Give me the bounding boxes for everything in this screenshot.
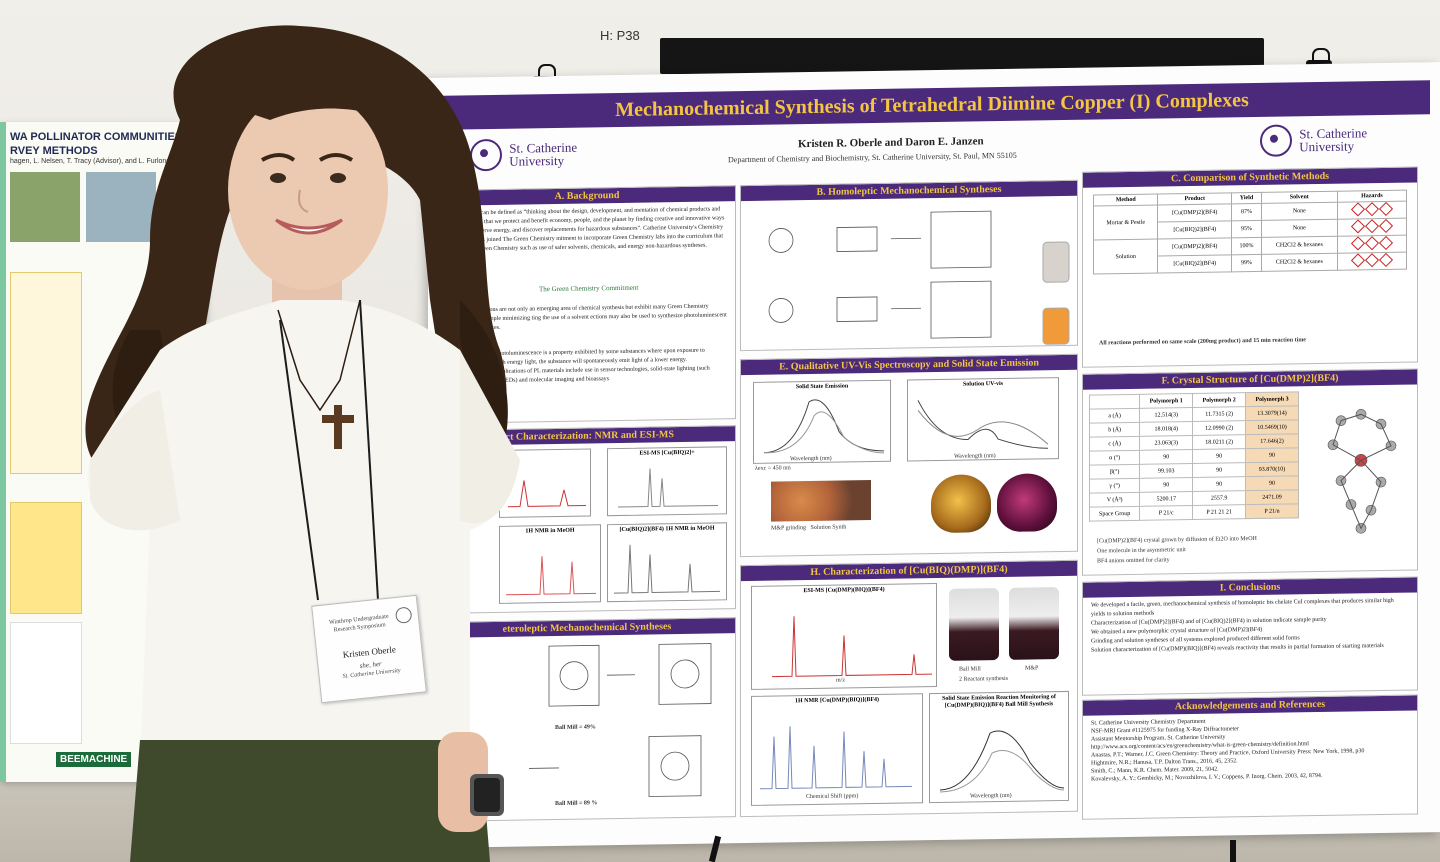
section-homoleptic: B. Homoleptic Mechanochemical Syntheses (740, 179, 1078, 352)
reaction-scheme (529, 643, 712, 797)
conclusions-list: We developed a facile, green, mechanoche… (1091, 597, 1394, 654)
section-conclusions: I. Conclusions We developed a facile, gr… (1082, 576, 1418, 696)
photo-caption: M&P (1025, 665, 1039, 672)
left-poster-table (10, 502, 82, 614)
left-poster-title: WA POLLINATOR COMMUNITIES RVEY METHODS (10, 131, 183, 157)
photo-caption: Ball Mill (959, 666, 981, 673)
comparison-note: All reactions performed on same scale (2… (1099, 337, 1306, 347)
hazard-icon (1378, 235, 1394, 251)
photo-caption: 2 Reactant synthesis (959, 675, 1008, 683)
nmr-spectrum (499, 448, 591, 518)
hazard-icon (1350, 202, 1366, 217)
hazard-icon (1378, 218, 1394, 234)
university-logo-left: St. Catherine University (470, 138, 577, 172)
section-uv-vis: E. Qualitative UV-Vis Spectroscopy and S… (740, 353, 1078, 558)
hazard-icon (1364, 202, 1380, 217)
vial-photo (1009, 587, 1059, 660)
crystal-note: One molecule in the asymmetric unit (1097, 547, 1186, 555)
emission-monitoring: Solid State Emission Reaction Monitoring… (929, 690, 1069, 804)
homoleptic-scheme (768, 210, 1070, 345)
solution-uv-vis-graph: Solution UV-vis Wavelength (nm) (907, 377, 1059, 462)
section-heteroleptic: eteroleptic Mechanochemical Syntheses Ba… (438, 617, 736, 822)
left-poster-chart (10, 272, 82, 474)
poster-number: H: P38 (600, 28, 640, 43)
section-characterization: uct Characterization: NMR and ESI-MS ESI… (438, 425, 736, 614)
section-heading: uct Characterization: NMR and ESI-MS (439, 426, 735, 446)
hazard-icon (1378, 201, 1394, 217)
university-seal-icon (1260, 124, 1292, 157)
references-list: St. Catherine University Chemistry Depar… (1091, 718, 1365, 783)
flask-photo (931, 474, 991, 534)
background-bullets: Photoluminescence is a property exhibite… (495, 347, 710, 384)
ball-mill-yield-89: Ball Mill = 89 % (555, 800, 598, 808)
table-row: Space Group P 21/c P 21 21 21 P 21/n (1089, 503, 1299, 522)
grinding-photo (771, 480, 871, 522)
poster-title: Mechanochemical Synthesis of Tetrahedral… (434, 80, 1430, 130)
left-poster-authors: hagen, L. Nelsen, T. Tracy (Advisor), an… (10, 158, 192, 165)
crystal-table: Polymorph 1 Polymorph 2 Polymorph 3 a (Å) 1… (1089, 391, 1299, 522)
hazard-icon (1378, 252, 1394, 268)
left-poster-text (10, 622, 82, 744)
flask-photo (997, 473, 1057, 533)
name-badge: Winthrop Undergraduate Research Symposiu… (311, 594, 427, 704)
section-heading: E. Qualitative UV-Vis Spectroscopy and S… (741, 354, 1077, 376)
ball-mill-yield-49: Ball Mill = 49% (555, 724, 596, 732)
university-logo-right: St. Catherine University (1260, 123, 1367, 157)
green-chemistry-commitment: The Green Chemistry Commitment (539, 283, 639, 294)
left-poster: WA POLLINATOR COMMUNITIES RVEY METHODS h… (0, 122, 206, 782)
section-comparison: C. Comparison of Synthetic Methods Metho… (1082, 166, 1418, 368)
beemachine-logo: BEEMACHINE (56, 752, 132, 767)
nmr-heteroleptic: 1H NMR [Cu(DMP)(BIQ)](BF4) Chemical Shif… (751, 693, 923, 806)
section-heading: C. Comparison of Synthetic Methods (1083, 167, 1417, 188)
badge-institution: Winthrop Undergraduate Research Symposiu… (328, 613, 389, 634)
hazard-icon (1364, 253, 1380, 268)
poster-authors: Kristen R. Oberle and Daron E. Janzen (798, 135, 984, 151)
section-heading: F. Crystal Structure of [Cu(DMP)2](BF4) (1083, 369, 1417, 390)
section-background: A. Background en Chemistry can be define… (438, 185, 736, 424)
nmr-spectrum-3: [Cu(BIQ)2](BF4) 1H NMR in MeOH (607, 522, 727, 603)
excitation-wavelength: λexc = 450 nm (755, 465, 791, 472)
photo-caption: M&P grinding Solution Synth (771, 524, 847, 532)
hazard-icon (1350, 253, 1366, 268)
research-poster: Mechanochemical Synthesis of Tetrahedral… (428, 62, 1440, 848)
hazard-icon (1364, 219, 1380, 234)
hazard-icon (1350, 219, 1366, 234)
section-acknowledgements: Acknowledgements and References St. Cath… (1082, 694, 1418, 820)
comparison-table: Method Product Yield Solvent Hazards Morta… (1093, 190, 1407, 275)
section-heading: H. Characterization of [Cu(BIQ)(DMP)](BF… (741, 560, 1077, 582)
esi-ms-spectrum: ESI-MS [Cu(BIQ)2]+ (607, 446, 727, 517)
molecule-structure (1327, 409, 1397, 534)
nmr-spectrum-2: 1H NMR in MeOH (499, 524, 601, 604)
background-text-2: nochemical reactions are not only an eme… (447, 303, 727, 332)
vial-photo (949, 588, 999, 661)
esi-ms-heteroleptic: ESI-MS [Cu(DMP)(BIQ)](BF4) m/z (751, 583, 937, 690)
left-poster-photo (10, 172, 80, 242)
easel-leg (1230, 840, 1236, 862)
crystal-note: [Cu(DMP)2](BF4) crystal grown by diffusi… (1097, 535, 1257, 545)
hazard-icon (1364, 236, 1380, 251)
crystal-note: BF4 anions omitted for clarity (1097, 557, 1170, 565)
university-seal-icon (470, 138, 502, 172)
badge-seal-icon (394, 606, 413, 624)
section-heteroleptic-characterization: H. Characterization of [Cu(BIQ)(DMP)](BF… (740, 559, 1078, 818)
solid-state-emission-graph: Solid State Emission Wavelength (nm) (753, 379, 891, 464)
section-crystal-structure: F. Crystal Structure of [Cu(DMP)2](BF4) … (1082, 368, 1418, 576)
left-poster-photo (86, 172, 156, 242)
background-text: en Chemistry can be defined as “thinking… (447, 206, 725, 253)
poster-department: Department of Chemistry and Biochemistry… (728, 150, 1017, 165)
hazard-icon (1350, 236, 1366, 251)
